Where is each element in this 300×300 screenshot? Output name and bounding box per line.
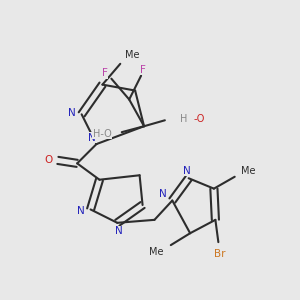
Text: H: H	[181, 114, 188, 124]
Text: Me: Me	[241, 166, 255, 176]
Text: N: N	[77, 206, 85, 216]
Text: N: N	[68, 108, 76, 118]
Text: Br: Br	[214, 249, 226, 259]
Text: H-O: H-O	[93, 129, 112, 139]
Text: N: N	[88, 133, 96, 142]
Text: F: F	[102, 68, 108, 78]
Text: N: N	[160, 189, 167, 199]
Text: Me: Me	[149, 247, 163, 257]
Text: Me: Me	[125, 50, 140, 60]
Text: -O: -O	[193, 114, 205, 124]
Text: O: O	[44, 155, 52, 165]
Text: N: N	[183, 166, 191, 176]
Text: N: N	[115, 226, 123, 236]
Text: F: F	[140, 65, 146, 75]
